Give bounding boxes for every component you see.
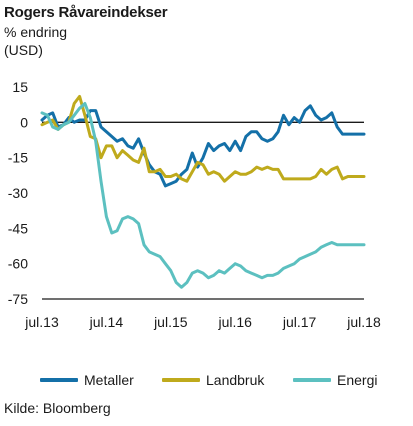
series-line-energi <box>40 102 366 289</box>
legend-label-landbruk: Landbruk <box>206 372 265 388</box>
chart-subtitle-currency: (USD) <box>4 42 43 58</box>
x-tick-label: jul.14 <box>89 314 124 330</box>
y-axis-ticks: 15 0 -15 -30 -45 -60 -75 <box>8 79 28 307</box>
legend-swatch-energi <box>293 378 331 382</box>
x-tick-label: jul.17 <box>282 314 317 330</box>
x-axis-ticks: jul.13 jul.14 jul.15 jul.16 jul.17 jul.18 <box>24 314 381 330</box>
legend: Metaller Landbruk Energi <box>0 372 413 392</box>
source-note: Kilde: Bloomberg <box>4 400 111 416</box>
x-tick-label: jul.16 <box>217 314 252 330</box>
y-tick-label: 0 <box>20 114 28 130</box>
x-tick-label: jul.18 <box>346 314 381 330</box>
legend-item-metaller: Metaller <box>40 372 134 388</box>
legend-label-metaller: Metaller <box>84 372 134 388</box>
y-tick-label: -45 <box>8 220 28 236</box>
chart-title: Rogers Råvareindekser <box>4 4 168 21</box>
legend-label-energi: Energi <box>337 372 378 388</box>
x-tick-label: jul.15 <box>153 314 188 330</box>
series-line-metaller <box>40 104 366 188</box>
series-lines <box>40 94 366 289</box>
legend-item-landbruk: Landbruk <box>162 372 264 388</box>
legend-swatch-landbruk <box>162 378 200 382</box>
chart-subtitle-unit: % endring <box>4 24 68 40</box>
y-tick-label: -60 <box>8 256 28 272</box>
y-tick-label: -15 <box>8 150 28 166</box>
legend-item-energi: Energi <box>293 372 377 388</box>
legend-swatch-metaller <box>40 378 78 382</box>
y-tick-label: -75 <box>8 291 28 307</box>
y-tick-label: 15 <box>12 79 28 95</box>
x-tick-label: jul.13 <box>24 314 59 330</box>
y-tick-label: -30 <box>8 185 28 201</box>
